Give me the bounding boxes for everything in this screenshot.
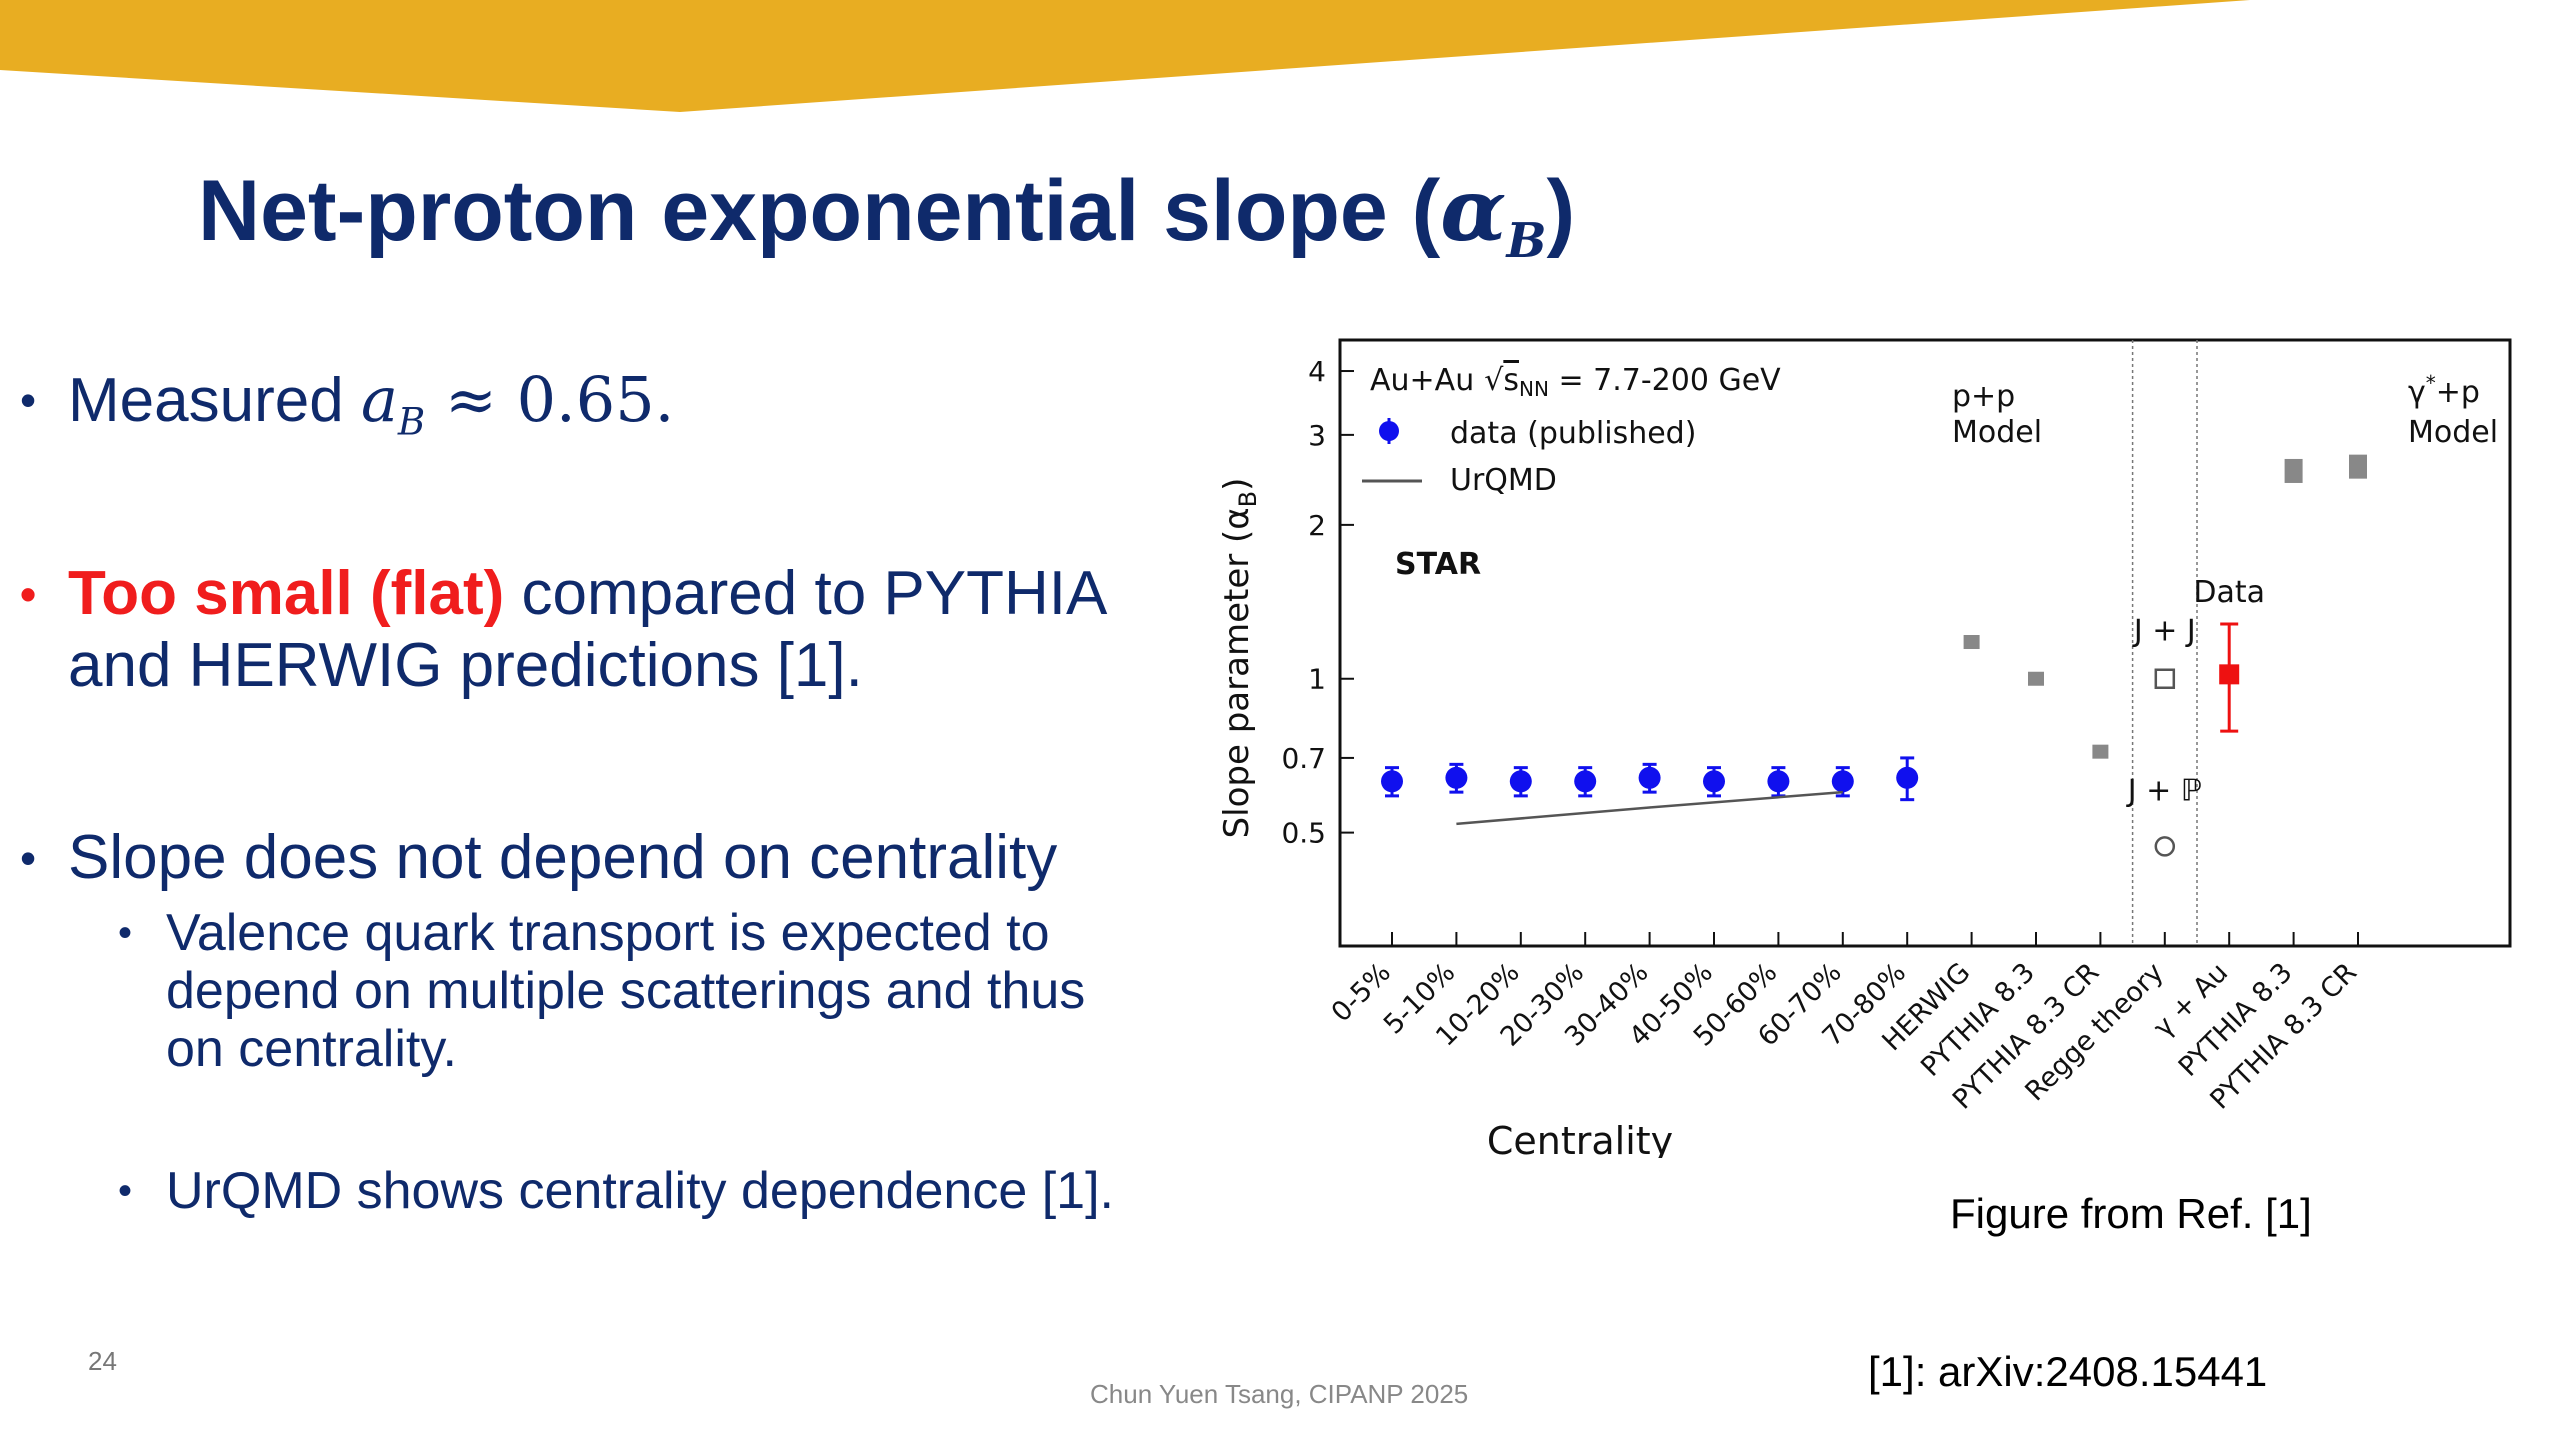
section-labels: p+p Model γ*+p Model	[1952, 371, 2498, 450]
legend-data-marker	[1379, 421, 1399, 441]
gamma-au-point	[2219, 664, 2240, 685]
bullet-measured: • Measured aB ≈ 0.65.	[20, 363, 675, 457]
data-point	[1831, 770, 1854, 793]
title-alpha: α	[1440, 160, 1507, 261]
y-tick-label: 0.5	[1281, 817, 1326, 850]
chart-legend: Au+Au √sNN = 7.7-200 GeV data (published)…	[1362, 363, 1781, 582]
data-point	[1445, 766, 1468, 789]
sub-bullet-line3: on centrality.	[166, 1020, 457, 1078]
experiment-label: STAR	[1395, 547, 1481, 582]
bullet-highlight: Too small (flat)	[68, 559, 505, 628]
title-close: )	[1546, 163, 1576, 259]
bullet-text-line2: and HERWIG predictions [1].	[68, 631, 863, 700]
math-a: a	[360, 363, 398, 436]
sub-bullet-line2: depend on multiple scatterings and thus	[166, 962, 1086, 1020]
reference-link[interactable]: [1]: arXiv:2408.15441	[1868, 1348, 2268, 1395]
y-tick-label: 3	[1308, 419, 1326, 452]
plot-frame	[1338, 338, 2512, 948]
bullet-dot: •	[20, 374, 37, 426]
bullet-centrality: • Slope does not depend on centrality	[20, 822, 1058, 894]
y-tick-label: 1	[1308, 663, 1326, 696]
x-axis-label: Centrality	[1487, 1119, 1673, 1158]
gamma-au-data-label: Data	[2193, 575, 2265, 610]
sub-bullet-urqmd: • UrQMD shows centrality dependence [1].	[118, 1162, 1114, 1220]
legend-system: Au+Au √sNN = 7.7-200 GeV	[1370, 363, 1781, 401]
data-point	[1574, 770, 1597, 793]
data-point	[1638, 766, 1661, 789]
bullet-too-small: • Too small (flat) compared to PYTHIA an…	[20, 558, 1178, 702]
sub-bullet-line1: UrQMD shows centrality dependence [1].	[166, 1162, 1114, 1220]
pp-model-point	[2092, 744, 2109, 759]
math-sub: B	[397, 399, 426, 444]
math-rest: ≈ 0.65.	[425, 363, 675, 436]
pp-model-label: Model	[1952, 415, 2042, 450]
page-number: 24	[88, 1346, 117, 1376]
figure-caption: Figure from Ref. [1]	[1950, 1190, 2312, 1237]
legend-data-label: data (published)	[1450, 416, 1696, 451]
gp-label: γ*+p	[2408, 371, 2480, 410]
data-point	[1703, 770, 1725, 793]
banner-shape	[0, 0, 2250, 112]
slide-title: Net-proton exponential slope (αB)	[198, 160, 1576, 269]
bullet-text: Measured	[68, 366, 361, 435]
data-point	[1767, 770, 1790, 793]
sub-bullet-line1: Valence quark transport is expected to	[166, 904, 1050, 962]
title-subscript: B	[1506, 213, 1547, 269]
bullet-text: Slope does not depend on centrality	[68, 823, 1058, 892]
header-banner	[0, 0, 2250, 112]
urqmd-line	[1456, 790, 1843, 826]
data-point	[1381, 770, 1403, 793]
gp-model-point	[2349, 454, 2367, 479]
title-text: Net-proton exponential slope (	[198, 163, 1441, 259]
regge-jp-point	[2154, 836, 2176, 857]
bullet-dot: •	[20, 568, 37, 620]
y-tick-label: 2	[1308, 509, 1326, 542]
data-point	[1896, 766, 1919, 789]
gp-model-point	[2284, 458, 2303, 483]
footer-author: Chun Yuen Tsang, CIPANP 2025	[1090, 1379, 1469, 1409]
regge-jj-label: J + J	[2132, 614, 2196, 649]
bullet-dot: •	[20, 832, 37, 884]
bullet-math: aB ≈ 0.65.	[360, 363, 675, 444]
regge-jj-point	[2154, 668, 2176, 689]
bullet-text: compared to PYTHIA	[504, 559, 1108, 628]
legend-model-label: UrQMD	[1450, 463, 1557, 498]
slope-chart: Slope parameter (αB) Centrality Au+Au √sN…	[1217, 338, 2512, 1158]
y-tick-label: 4	[1308, 355, 1326, 388]
gp-model-label: Model	[2408, 415, 2498, 450]
regge-jp-label: J + ℙ	[2126, 773, 2202, 808]
sub-bullet-dot: •	[118, 1169, 133, 1213]
y-axis-label: Slope parameter (αB)	[1217, 478, 1262, 839]
sub-bullet-dot: •	[118, 911, 133, 955]
pp-model-point	[2028, 671, 2044, 686]
data-point	[1509, 770, 1532, 793]
sub-bullet-valence: • Valence quark transport is expected to…	[118, 904, 1086, 1078]
pp-model-point	[1963, 635, 1980, 650]
pp-label: p+p	[1952, 379, 2015, 414]
y-tick-label: 0.7	[1281, 742, 1326, 775]
